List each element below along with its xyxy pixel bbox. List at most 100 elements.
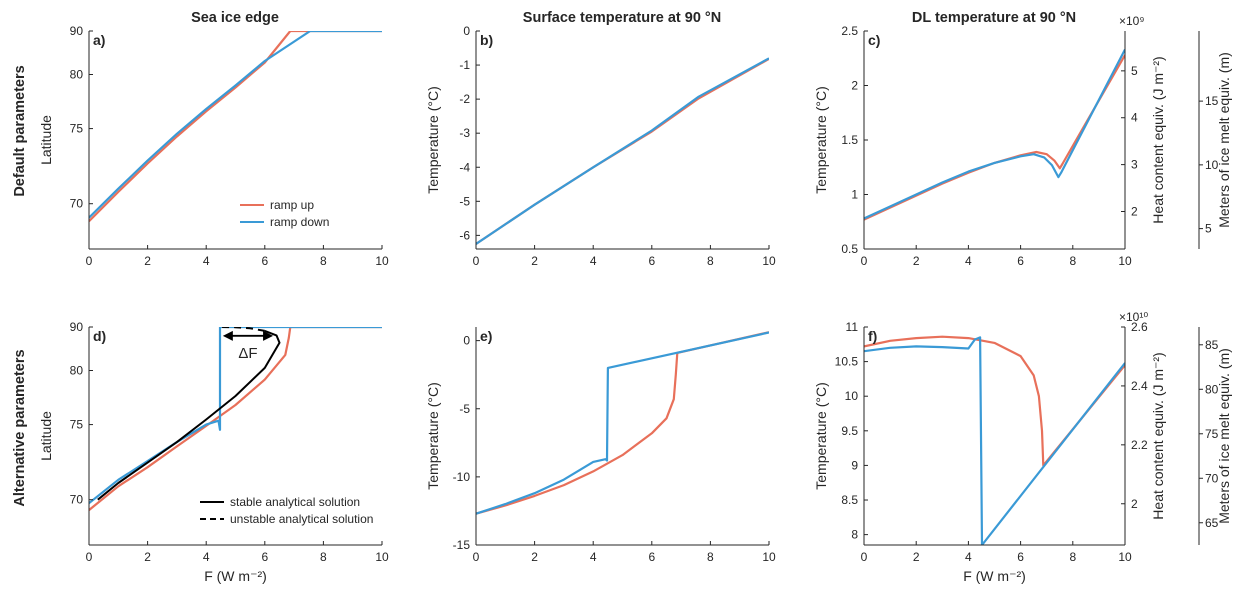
x-tick-label: 6: [261, 550, 268, 564]
panel-a: 0 2 4 6 8 10 70 75 80 90 Latitude a) ramp up ramp dow…: [38, 24, 389, 268]
series-line-ramp-down: [864, 48, 1125, 220]
y-tick-label: -10: [453, 470, 471, 484]
panel-label: b): [480, 32, 493, 48]
series-line-ramp-up: [476, 57, 769, 245]
right-tick-label: 85: [1205, 338, 1219, 352]
right-tick-label: 4: [1131, 111, 1138, 125]
x-tick-label: 6: [261, 254, 268, 268]
panel-b: 0 2 4 6 8 10 0 -1 -2 -3 -4 -5 -6 Temperature (°C) b): [425, 24, 776, 268]
y-tick-label: -5: [459, 194, 470, 208]
panel-d: 0 2 4 6 8 10 70 75 80 90 Latitude F (W m⁻²) d) stable…: [38, 320, 389, 584]
y-tick-label: 2: [851, 79, 858, 93]
y-tick-label: 80: [70, 364, 84, 378]
x-tick-label: 8: [1069, 254, 1076, 268]
series-line-ramp-up: [476, 331, 769, 515]
x-tick-label: 4: [965, 254, 972, 268]
series-group: [864, 335, 1125, 545]
delta-f-arrowhead-right: [263, 330, 274, 341]
right-tick-label: 2.2: [1131, 438, 1148, 452]
right-tick-label: 5: [1205, 222, 1212, 236]
x-tick-label: 4: [590, 254, 597, 268]
row-label-default: Default parameters: [12, 65, 28, 196]
legend: stable analytical solution unstable analy…: [200, 495, 373, 526]
series-group: [864, 48, 1125, 221]
y-axis-label: Latitude: [38, 411, 54, 461]
y-tick-label: -15: [453, 538, 471, 552]
y-axis-label: Temperature (°C): [425, 382, 441, 490]
x-tick-label: 6: [1017, 550, 1024, 564]
right-axis-exponent: ×10⁹: [1119, 14, 1145, 28]
y-axis-label: Temperature (°C): [813, 86, 829, 194]
series-line-unstable-analytical-solution: [220, 327, 265, 332]
x-tick-label: 0: [861, 550, 868, 564]
x-tick-label: 6: [1017, 254, 1024, 268]
x-tick-label: 2: [913, 254, 920, 268]
x-tick-label: 10: [762, 550, 776, 564]
panel-c: 0 2 4 6 8 10 0.5 1 1.5 2 2.5 Temperature (°C) c) 2 3 4 5…: [813, 14, 1232, 268]
x-tick-label: 10: [375, 550, 389, 564]
panel-label: c): [868, 32, 880, 48]
y-tick-label: 10.5: [835, 355, 859, 369]
series-line-stable-analytical-solution: [97, 329, 281, 501]
right-tick-label: 15: [1205, 94, 1219, 108]
series-group: [476, 331, 769, 515]
y-tick-label: 1.5: [841, 133, 858, 147]
series-line-ramp-up: [864, 335, 1125, 467]
x-axis-label: F (W m⁻²): [963, 568, 1026, 584]
y-tick-label: 0: [463, 24, 470, 38]
y-axis-label: Temperature (°C): [425, 86, 441, 194]
y-tick-label: 10: [845, 389, 859, 403]
right-tick-label: 2: [1131, 497, 1138, 511]
delta-f-annotation: ΔF: [222, 330, 274, 362]
y-tick-label: 9.5: [841, 424, 858, 438]
series-group: [89, 31, 382, 222]
right-axis-1: 2 2.2 2.4 2.6 Heat content equiv. (J m⁻²) ×10…: [1119, 310, 1166, 545]
y-tick-label: -5: [459, 402, 470, 416]
legend-entry: unstable analytical solution: [230, 512, 373, 526]
x-tick-label: 2: [531, 550, 538, 564]
y-axis-label: Latitude: [38, 115, 54, 165]
x-tick-label: 10: [762, 254, 776, 268]
x-tick-label: 0: [861, 254, 868, 268]
series-line-ramp-up: [89, 31, 382, 222]
x-tick-label: 10: [375, 254, 389, 268]
series-line-ramp-down: [89, 31, 382, 219]
y-tick-label: 75: [70, 122, 84, 136]
right-tick-label: 2.4: [1131, 379, 1148, 393]
row-label-alternative: Alternative parameters: [12, 349, 28, 506]
y-tick-label: -1: [459, 58, 470, 72]
x-tick-label: 8: [320, 550, 327, 564]
y-tick-label: -6: [459, 228, 470, 242]
x-tick-label: 0: [473, 550, 480, 564]
x-tick-label: 2: [531, 254, 538, 268]
y-tick-label: 70: [70, 197, 84, 211]
right-tick-label: 5: [1131, 64, 1138, 78]
x-tick-label: 2: [144, 550, 151, 564]
right-axis-label: Meters of ice melt equiv. (m): [1216, 348, 1232, 524]
x-tick-label: 4: [590, 550, 597, 564]
legend-entry: stable analytical solution: [230, 495, 360, 509]
legend: ramp up ramp down: [240, 198, 329, 229]
x-tick-label: 10: [1118, 550, 1132, 564]
y-tick-label: 1: [851, 188, 858, 202]
column-title-surface-temperature: Surface temperature at 90 °N: [523, 10, 721, 26]
legend-entry: ramp down: [270, 215, 329, 229]
right-tick-label: 10: [1205, 158, 1219, 172]
y-tick-label: 0: [463, 334, 470, 348]
delta-f-label: ΔF: [238, 345, 257, 362]
right-axis-label: Heat content equiv. (J m⁻²): [1150, 352, 1166, 519]
x-tick-label: 6: [648, 550, 655, 564]
series-group: [89, 327, 382, 511]
series-group: [476, 57, 769, 245]
x-axis-label: F (W m⁻²): [204, 568, 267, 584]
y-tick-label: 90: [70, 320, 84, 334]
y-tick-label: 70: [70, 493, 84, 507]
right-tick-label: 2.6: [1131, 320, 1148, 334]
series-line-ramp-down: [864, 336, 1125, 545]
y-tick-label: 0.5: [841, 242, 858, 256]
x-tick-label: 0: [86, 254, 93, 268]
x-tick-label: 2: [913, 550, 920, 564]
